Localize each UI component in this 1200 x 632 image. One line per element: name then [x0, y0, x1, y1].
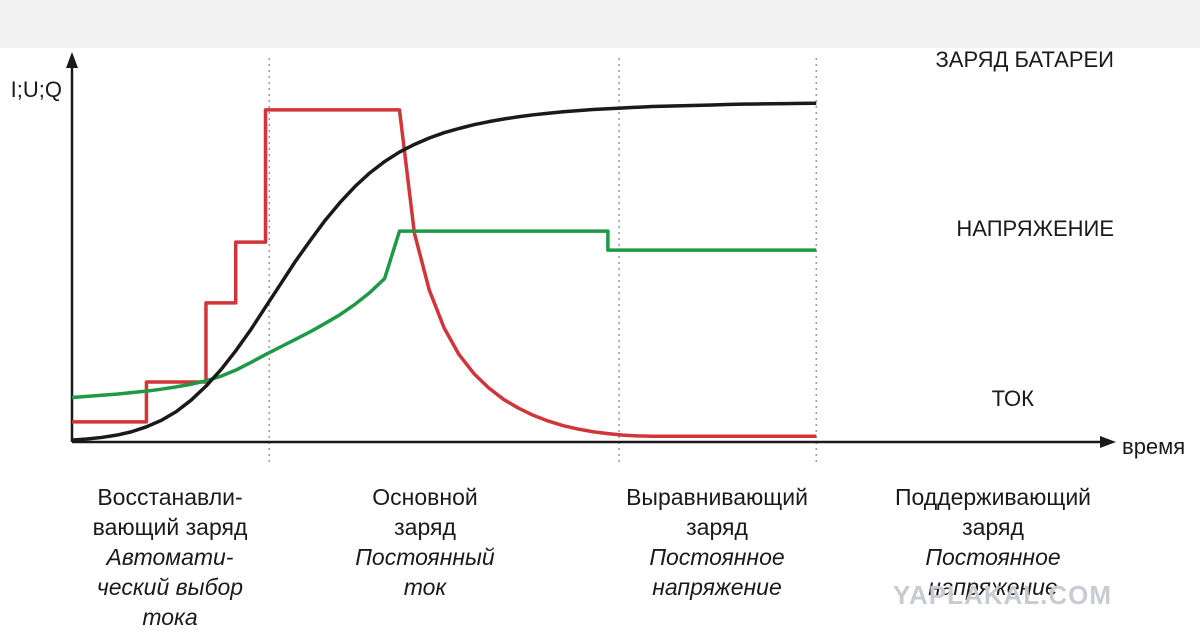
y-axis-label: I;U;Q: [11, 77, 62, 102]
phase-main: Основной заряд Постоянный ток: [305, 482, 545, 602]
phase-float: Поддерживающий заряд Постоянное напряжен…: [873, 482, 1113, 602]
phase-name-line: заряд: [686, 514, 748, 540]
series-line-voltage: [71, 229, 817, 400]
series-line-charge: [71, 101, 817, 442]
phase-name-line: заряд: [962, 514, 1024, 540]
phase-name-line: Выравнивающий: [626, 484, 808, 510]
x-axis-label: время: [1122, 434, 1185, 459]
series-lines: [71, 101, 817, 442]
axes: I;U;Q время: [11, 52, 1185, 459]
phase-name-line: вающий заряд: [92, 514, 248, 540]
phase-desc-line: напряжение: [928, 574, 1058, 600]
series-label-current: ТОК: [992, 386, 1035, 411]
phase-desc-line: тока: [142, 604, 198, 630]
phase-desc-line: Постоянное: [925, 544, 1061, 570]
series-labels: ЗАРЯД БАТАРЕИ НАПРЯЖЕНИЕ ТОК: [935, 47, 1114, 411]
phase-desc-line: ток: [403, 574, 447, 600]
phase-desc-line: ческий выбор: [96, 574, 244, 600]
phase-desc-line: Постоянный: [355, 544, 495, 570]
phase-desc-line: напряжение: [652, 574, 782, 600]
watermark: YAPLAKAL.COM: [893, 580, 1113, 610]
phase-name-line: Поддерживающий: [894, 484, 1092, 510]
phase-recovery: Восстанавли- вающий заряд Автомати- ческ…: [50, 482, 290, 632]
top-bar: [0, 0, 1200, 48]
phase-dividers: [268, 58, 818, 462]
phase-desc-line: Автомати-: [106, 544, 234, 570]
phase-desc-line: Постоянное: [649, 544, 785, 570]
x-axis-arrow: [1100, 436, 1116, 448]
phase-name-line: Восстанавли-: [97, 484, 243, 510]
phase-name-line: заряд: [394, 514, 456, 540]
y-axis-arrow: [66, 52, 78, 68]
series-label-charge: ЗАРЯД БАТАРЕИ: [935, 47, 1114, 72]
phase-equalizing: Выравнивающий заряд Постоянное напряжени…: [597, 482, 837, 602]
series-line-current: [72, 108, 817, 439]
phase-name-line: Основной: [372, 484, 478, 510]
series-label-voltage: НАПРЯЖЕНИЕ: [956, 216, 1114, 241]
